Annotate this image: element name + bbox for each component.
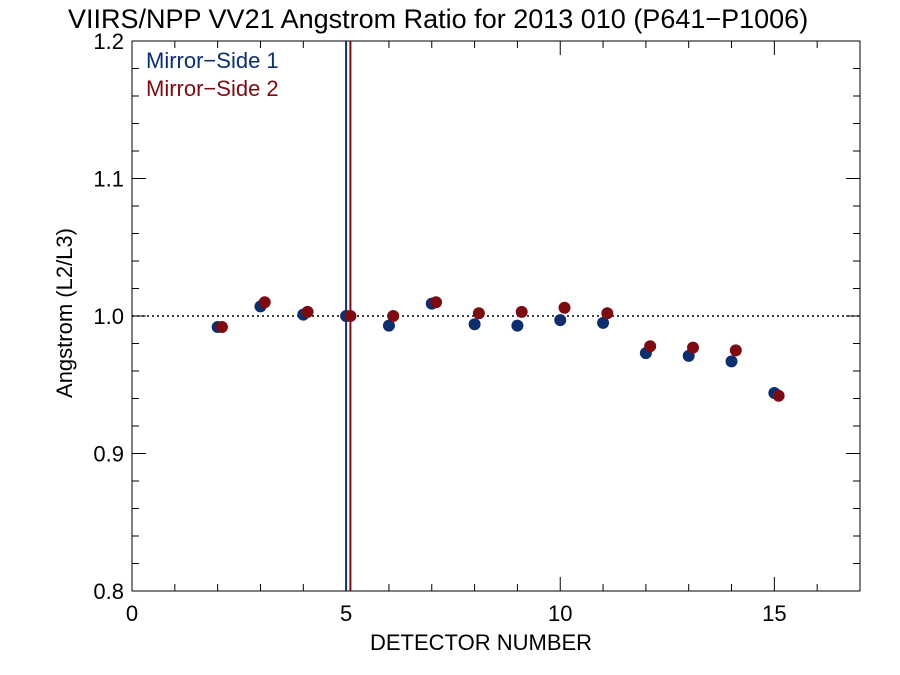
data-point — [468, 318, 481, 331]
y-axis-label: Angstrom (L2/L3) — [52, 228, 77, 398]
data-points — [211, 296, 785, 402]
y-tick-label: 1.2 — [93, 29, 124, 54]
x-tick-label: 5 — [340, 601, 352, 626]
tick-labels: 0 5 10 15 0.8 0.9 1.0 1.1 1.2 — [93, 29, 786, 626]
x-tick-label: 0 — [126, 601, 138, 626]
y-tick-label: 0.8 — [93, 579, 124, 604]
legend-entry: Mirror−Side 1 — [146, 48, 279, 73]
data-point — [430, 296, 443, 309]
data-point — [382, 319, 395, 332]
data-point — [301, 305, 314, 318]
data-point — [601, 307, 614, 320]
axis-ticks — [131, 40, 861, 592]
data-point — [472, 307, 485, 320]
x-axis-label: DETECTOR NUMBER — [370, 630, 593, 655]
y-tick-label: 1.0 — [93, 304, 124, 329]
data-point — [215, 321, 228, 333]
plot-frame — [131, 40, 861, 592]
data-point — [515, 305, 528, 318]
data-point — [258, 296, 271, 309]
data-point — [686, 341, 699, 354]
data-point — [554, 314, 567, 327]
y-tick-label: 1.1 — [93, 167, 124, 192]
y-tick-label: 0.9 — [93, 442, 124, 467]
data-point — [772, 389, 785, 402]
data-point — [344, 310, 357, 322]
data-point — [558, 301, 571, 314]
x-tick-label: 10 — [548, 601, 572, 626]
data-point — [729, 344, 742, 357]
legend-entry: Mirror−Side 2 — [146, 76, 279, 101]
x-tick-label: 15 — [762, 601, 786, 626]
data-point — [597, 316, 610, 329]
data-point — [387, 310, 400, 322]
plot-border — [131, 40, 861, 592]
chart-title: VIIRS/NPP VV21 Angstrom Ratio for 2013 0… — [68, 4, 809, 34]
data-point — [511, 319, 524, 332]
data-point — [725, 355, 738, 368]
legend: Mirror−Side 1 Mirror−Side 2 — [146, 48, 279, 101]
data-point — [644, 340, 657, 353]
